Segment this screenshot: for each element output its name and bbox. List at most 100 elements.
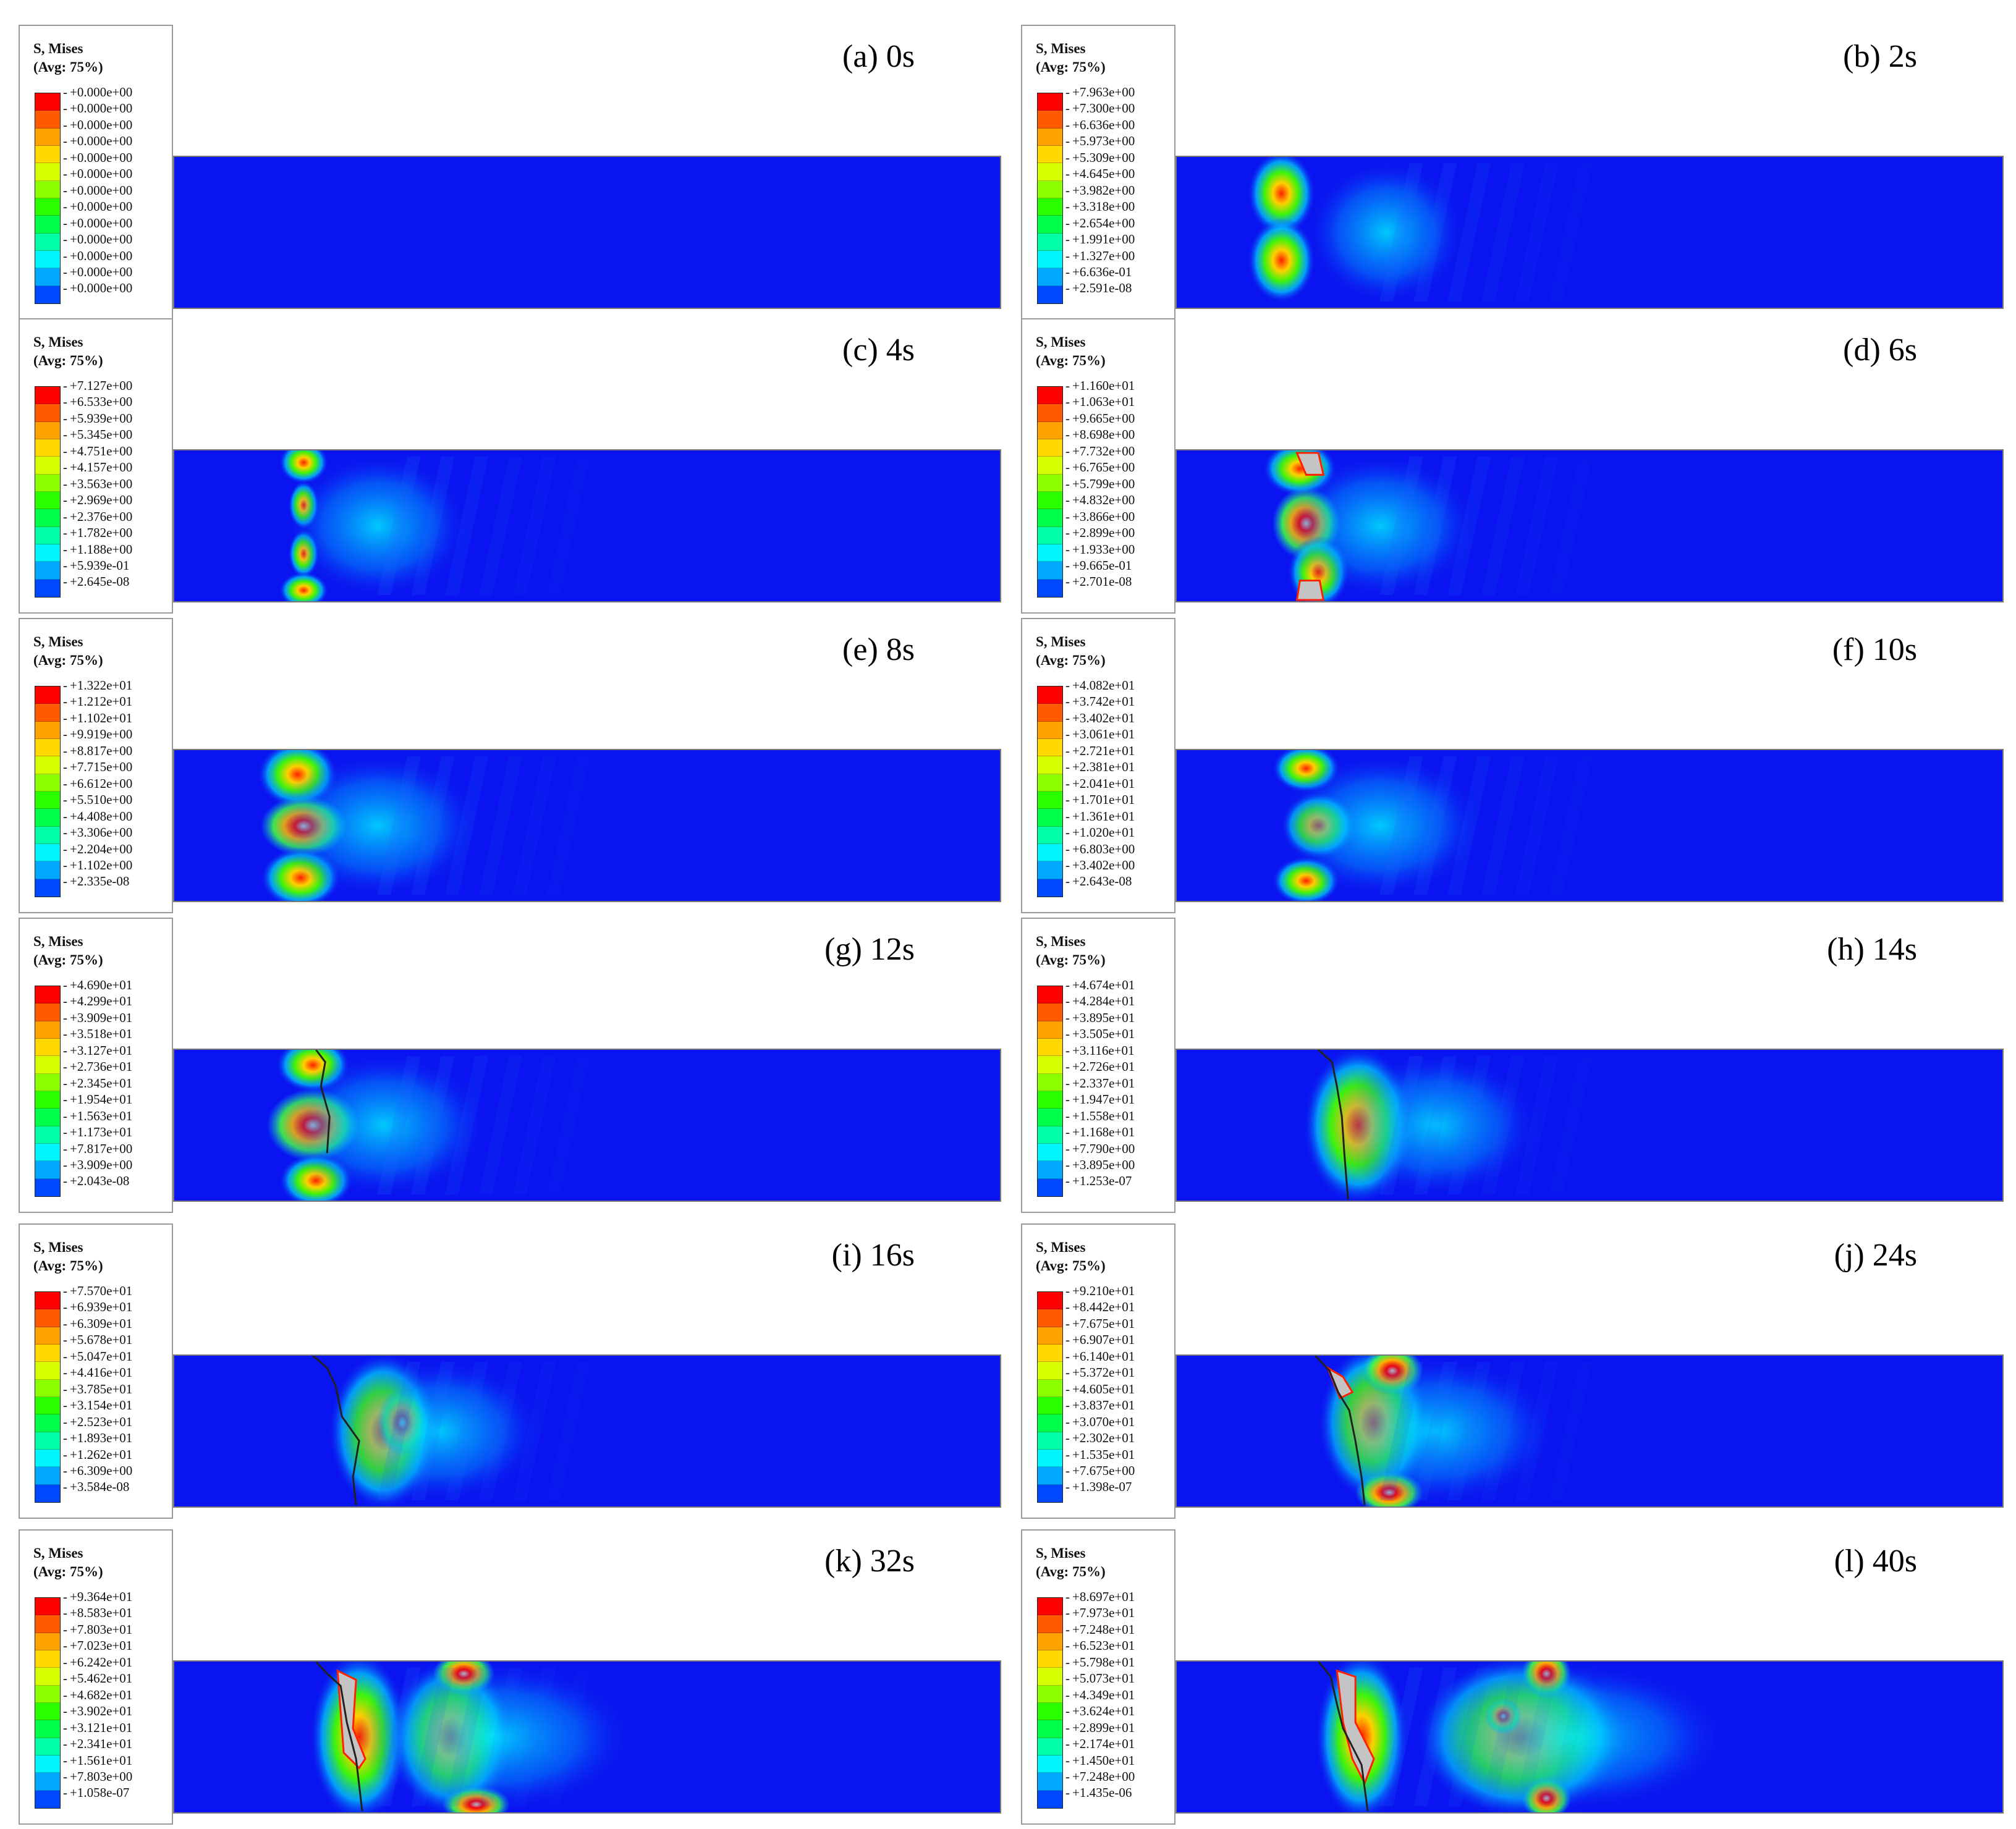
- stress-halo: [1281, 452, 1479, 599]
- legend-tick-label: +2.643e-08: [1065, 873, 1175, 889]
- legend-tick-label: +1.212e+01: [63, 693, 173, 709]
- wave-band: [1481, 1667, 1525, 1807]
- wave-band: [1549, 1667, 1593, 1807]
- legend-tick-label: +3.866e+00: [1065, 509, 1175, 525]
- legend-tick-label: +3.584e-08: [63, 1479, 173, 1495]
- legend-tick-label: +0.000e+00: [63, 231, 173, 247]
- colorbar-segment: [35, 544, 60, 562]
- legend-tick-label: +7.675e+01: [1065, 1316, 1175, 1332]
- colorbar-segment: [35, 1309, 60, 1327]
- colorbar-segment: [1038, 1467, 1062, 1485]
- stress-field-map: [174, 1356, 1000, 1506]
- legend-tick-label: +8.697e+01: [1065, 1589, 1175, 1605]
- legend-title-line: S, Mises: [1036, 334, 1086, 350]
- legend-ticks: +4.674e+01+4.284e+01+3.895e+01+3.505e+01…: [1065, 977, 1175, 1206]
- legend-title-line: (Avg: 75%): [1036, 1258, 1106, 1274]
- colorbar-segment: [1038, 1091, 1062, 1109]
- legend-tick-label: +6.907e+01: [1065, 1332, 1175, 1348]
- legend-title-line: S, Mises: [33, 1240, 83, 1255]
- legend-title-line: (Avg: 75%): [1036, 353, 1106, 368]
- legend-title: S, Mises (Avg: 75%): [33, 333, 103, 370]
- stress-field-map: [1177, 750, 2002, 901]
- legend-tick-label: +4.416e+01: [63, 1364, 173, 1380]
- panel-g: S, Mises(Avg: 75%)+4.690e+01+4.299e+01+3…: [19, 918, 1007, 1214]
- colorbar-segment: [1038, 1668, 1062, 1686]
- colorbar-segment: [35, 128, 60, 146]
- legend-tick-label: +0.000e+00: [63, 198, 173, 214]
- legend-ticks: +1.160e+01+1.063e+01+9.665e+00+8.698e+00…: [1065, 378, 1175, 606]
- legend-tick-label: +2.726e+01: [1065, 1058, 1175, 1075]
- legend-tick-label: +5.345e+00: [63, 426, 173, 442]
- stress-legend: S, Mises(Avg: 75%)+4.674e+01+4.284e+01+3…: [1021, 918, 1175, 1213]
- legend-tick-label: +3.116e+01: [1065, 1042, 1175, 1058]
- wave-band: [478, 1667, 523, 1807]
- colorbar-segment: [35, 809, 60, 827]
- legend-tick-label: +1.058e-07: [63, 1785, 173, 1801]
- legend-tick-label: +3.785e+01: [63, 1381, 173, 1397]
- legend-tick-label: +7.803e+01: [63, 1621, 173, 1637]
- colorbar-segment: [1038, 93, 1062, 111]
- wave-band: [445, 456, 489, 596]
- colorbar-segment: [1038, 774, 1062, 792]
- colorbar-segment: [35, 1702, 60, 1721]
- stress-contour-field: [1175, 156, 2004, 309]
- colorbar-segment: [35, 1362, 60, 1380]
- colorbar-segment: [1038, 1484, 1062, 1502]
- wave-band: [478, 1361, 523, 1501]
- colorbar: [35, 1291, 61, 1503]
- legend-tick-label: +1.327e+00: [1065, 248, 1175, 264]
- legend-tick-label: +3.837e+01: [1065, 1397, 1175, 1413]
- legend-tick-label: +2.341e+01: [63, 1736, 173, 1752]
- colorbar-segment: [35, 1109, 60, 1126]
- legend-title: S, Mises (Avg: 75%): [1036, 1544, 1106, 1581]
- legend-tick-label: +0.000e+00: [63, 84, 173, 100]
- colorbar-segment: [35, 756, 60, 774]
- legend-tick-label: +1.168e+01: [1065, 1124, 1175, 1140]
- legend-tick-label: +1.322e+01: [63, 677, 173, 693]
- stress-halo: [1410, 1662, 1732, 1812]
- legend-tick-label: +1.435e-06: [1065, 1785, 1175, 1801]
- colorbar-segment: [35, 145, 60, 164]
- legend-title-line: S, Mises: [1036, 1240, 1086, 1255]
- wave-band: [1413, 456, 1457, 596]
- colorbar-segment: [35, 216, 60, 234]
- wave-band: [445, 1361, 489, 1501]
- legend-tick-label: +1.561e+01: [63, 1752, 173, 1768]
- legend-tick-label: +1.782e+00: [63, 525, 173, 541]
- colorbar-segment: [1038, 738, 1062, 757]
- colorbar-segment: [1038, 387, 1062, 405]
- panel-b: S, Mises(Avg: 75%)+7.963e+00+7.300e+00+6…: [1021, 25, 2010, 321]
- legend-tick-label: +7.732e+00: [1065, 443, 1175, 459]
- panel-c: S, Mises(Avg: 75%)+7.127e+00+6.533e+00+5…: [19, 318, 1007, 615]
- colorbar-segment: [35, 180, 60, 198]
- colorbar-segment: [35, 285, 60, 303]
- legend-tick-label: +9.919e+00: [63, 726, 173, 742]
- legend-tick-label: +3.127e+01: [63, 1042, 173, 1058]
- legend-tick-label: +1.701e+01: [1065, 792, 1175, 808]
- wave-band: [546, 756, 590, 895]
- panel-j: S, Mises(Avg: 75%)+9.210e+01+8.442e+01+7…: [1021, 1223, 2010, 1520]
- panel-label: (f) 10s: [1832, 632, 1917, 667]
- legend-tick-label: +6.612e+00: [63, 775, 173, 792]
- colorbar-segment: [1038, 1003, 1062, 1021]
- crack-line: [1318, 1050, 1349, 1200]
- legend-tick-label: +5.973e+00: [1065, 133, 1175, 149]
- colorbar-segment: [1038, 1327, 1062, 1345]
- colorbar-segment: [1038, 1073, 1062, 1091]
- legend-tick-label: +3.402e+00: [1065, 857, 1175, 873]
- colorbar-segment: [1038, 704, 1062, 722]
- colorbar-segment: [1038, 145, 1062, 164]
- colorbar-segment: [1038, 1292, 1062, 1310]
- legend-tick-label: +2.591e-08: [1065, 280, 1175, 296]
- wave-band: [1447, 456, 1491, 596]
- panel-label: (b) 2s: [1843, 39, 1917, 74]
- legend-tick-label: +7.715e+00: [63, 759, 173, 775]
- legend-tick-label: +4.832e+00: [1065, 492, 1175, 508]
- colorbar-segment: [1038, 509, 1062, 527]
- colorbar-segment: [35, 1073, 60, 1091]
- legend-tick-label: +8.583e+01: [63, 1605, 173, 1621]
- wave-band: [1447, 756, 1491, 895]
- wave-band: [1413, 1055, 1457, 1195]
- wave-band: [478, 456, 523, 596]
- legend-tick-label: +5.047e+01: [63, 1348, 173, 1364]
